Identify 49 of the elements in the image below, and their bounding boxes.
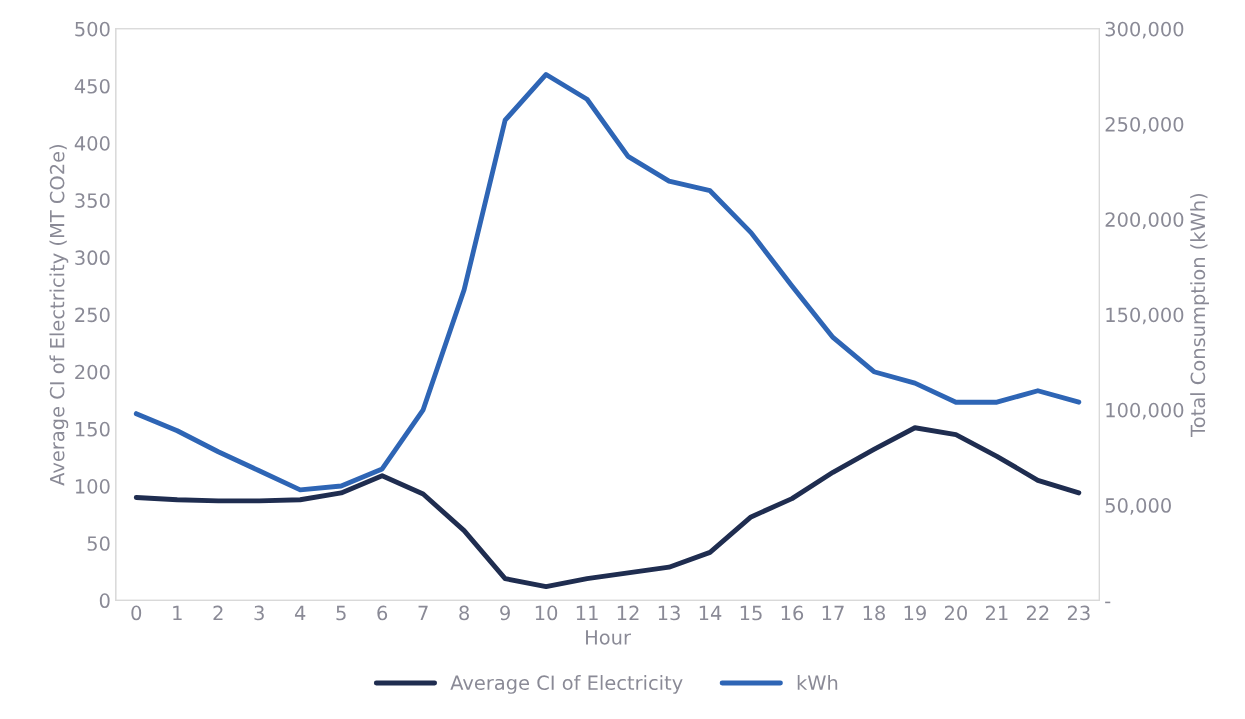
legend-label: Average CI of Electricity [450,675,683,694]
line-series [133,425,1082,590]
legend-label: kWh [797,675,838,690]
x-tick-label: 0 [131,605,142,621]
x-tick-label: 2 [213,605,223,620]
y2-tick-label: 100,000 [1106,402,1184,420]
x-tick-label: 13 [658,605,680,621]
y-tick-label: 300 [75,250,110,266]
y-tick-label: 100 [75,479,110,494]
y-tick-label: 250 [75,307,110,323]
x-tick-label: 21 [985,605,1008,620]
y-axis-title: Average CI of Electricity (MT CO2e) [49,145,69,486]
y-tick-label: 350 [75,193,110,208]
x-tick-label: 19 [904,605,926,621]
x-tick-label: 10 [535,605,558,621]
y-tick-label: 200 [75,364,110,380]
x-tick-label: 4 [294,605,306,620]
x-tick-label: 20 [944,605,967,621]
x-tick-label: 12 [617,605,639,620]
x-tick-label: 15 [740,605,762,621]
x-axis-title: Hour [586,630,631,645]
x-tick-label: 17 [822,605,844,620]
line-series [133,72,1082,493]
y-tick-label: 500 [75,21,110,37]
x-tick-label: 8 [459,605,469,621]
y2-tick-label: 150,000 [1106,307,1184,325]
y2-tick-label: 200,000 [1105,212,1184,229]
x-tick-label: 6 [377,605,388,621]
y2-tick-label: 50,000 [1105,498,1171,515]
x-tick-label: 9 [500,605,510,621]
y2-axis-title: Total Consumption (kWh) [1190,193,1209,437]
y-tick-label: 0 [99,593,110,609]
x-tick-label: 1 [173,605,182,620]
x-tick-label: 7 [418,605,428,620]
x-tick-label: 3 [254,605,264,621]
y-tick-label: 400 [74,136,110,151]
x-tick-label: 16 [781,605,804,621]
y2-tick-label: 300,000 [1105,21,1184,39]
x-tick-label: 14 [699,605,722,620]
y-tick-label: 450 [74,78,110,94]
x-tick-label: 5 [336,605,346,621]
x-tick-label: 22 [1026,605,1049,620]
y2-tick-label: 250,000 [1105,116,1184,134]
y2-tick-label: - [1105,601,1111,604]
y-tick-label: 150 [75,421,110,437]
x-tick-label: 11 [576,605,598,620]
x-tick-label: 18 [863,605,885,621]
y-tick-label: 50 [87,536,110,551]
x-tick-label: 23 [1067,605,1090,621]
